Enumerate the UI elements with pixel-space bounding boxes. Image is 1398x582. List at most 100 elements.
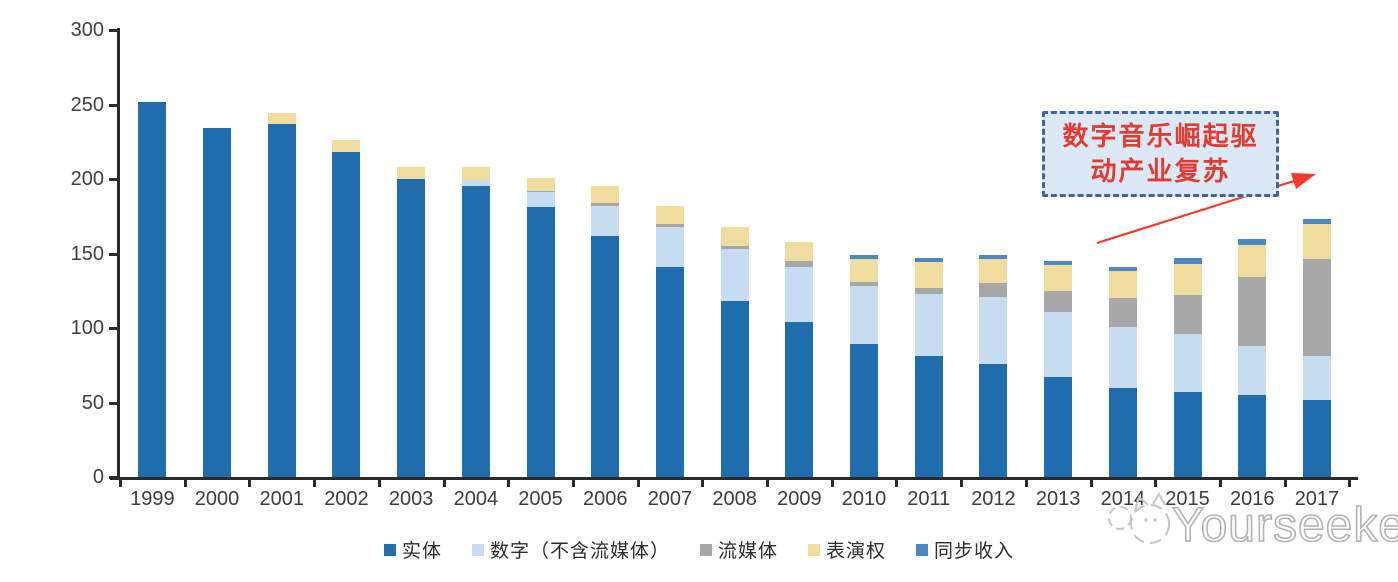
stacked-bar-2015 [1173,257,1202,477]
y-tick-mark [109,401,118,405]
x-category-label-2010: 2010 [841,488,887,510]
bar-segment-表演权 [461,167,490,181]
bar-segment-流媒体 [1302,259,1331,357]
legend-swatch [916,543,929,556]
x-tick-mark [442,479,446,487]
x-tick-mark [377,479,381,487]
x-tick-mark [248,479,252,487]
stacked-bar-1999 [138,101,167,477]
x-category-label-2012: 2012 [971,488,1016,510]
x-tick-mark [507,479,511,487]
y-tick-label: 300 [70,19,104,41]
bar-segment-同步收入 [850,254,879,260]
x-tick-mark [830,479,834,487]
bar-segment-实体 [850,344,879,477]
bar-segment-数字（不含流媒体） [591,205,620,236]
x-tick-mark [1089,479,1093,487]
bar-segment-数字（不含流媒体） [720,249,749,302]
x-tick-mark [183,479,187,487]
y-tick-label: 0 [92,466,104,488]
bar-segment-实体 [138,101,167,477]
x-category-label-2011: 2011 [907,488,951,510]
y-tick-mark [109,327,118,330]
stacked-bar-2013 [1044,260,1073,477]
legend-label: 数字（不含流媒体） [489,541,670,562]
stacked-bar-2010 [850,254,879,477]
x-tick-mark [1024,479,1028,487]
x-tick-mark [1218,479,1222,487]
bar-segment-实体 [267,123,296,477]
x-category-label-2008: 2008 [712,488,757,510]
bar-segment-表演权 [655,205,684,224]
bar-segment-同步收入 [914,257,943,263]
bar-segment-表演权 [1044,265,1073,291]
x-tick-mark [960,479,964,487]
bar-segment-流媒体 [526,190,555,193]
legend-item-同步收入: 同步收入 [916,536,1014,563]
legend-swatch [471,543,484,556]
bar-segment-实体 [914,356,943,477]
bar-segment-表演权 [267,113,296,124]
bar-segment-数字（不含流媒体） [1173,333,1202,393]
bar-segment-流媒体 [1108,298,1137,327]
x-tick-mark [571,479,575,487]
y-tick-mark [109,29,118,32]
bar-segment-数字（不含流媒体） [1302,356,1331,400]
x-tick-mark [895,479,899,487]
stacked-bar-2011 [914,257,943,477]
bar-segment-实体 [397,178,426,477]
stacked-bar-2012 [979,255,1008,477]
bar-segment-流媒体 [850,281,879,287]
bar-segment-实体 [655,266,684,477]
bar-segment-同步收入 [979,255,1008,260]
bar-segment-实体 [720,301,749,477]
legend-label: 实体 [401,541,442,562]
annotation-text-line1: 数字音乐崛起驱 [1062,122,1259,151]
legend-swatch [699,543,712,556]
bar-segment-表演权 [1302,223,1331,260]
x-category-label-2007: 2007 [647,488,693,510]
stacked-bar-2009 [785,241,814,477]
bar-segment-表演权 [1108,271,1137,299]
bar-segment-流媒体 [720,246,749,250]
y-tick-label: 150 [70,242,104,265]
bar-segment-实体 [526,207,555,477]
y-tick-label: 200 [70,168,104,190]
bar-segment-数字（不含流媒体） [1238,345,1267,396]
legend-swatch [383,543,396,556]
bar-segment-实体 [979,363,1008,477]
y-axis-line [117,28,120,479]
stacked-bar-2005 [526,177,555,477]
legend-swatch [808,543,820,556]
y-tick-mark [109,476,118,479]
bar-segment-表演权 [785,241,814,261]
x-tick-mark [119,479,122,487]
stacked-bar-2008 [720,226,749,477]
legend-item-数字（不含流媒体）: 数字（不含流媒体） [471,536,670,563]
x-category-label-2013: 2013 [1035,488,1081,510]
legend-item-实体: 实体 [383,536,442,563]
x-category-label-2017: 2017 [1294,488,1340,510]
stacked-bar-2016 [1238,238,1267,477]
bar-segment-表演权 [720,226,749,247]
y-tick-mark [109,178,118,181]
bar-segment-表演权 [979,259,1008,284]
bar-segment-数字（不含流媒体） [461,180,490,187]
bar-segment-实体 [1108,387,1137,477]
bar-segment-表演权 [1173,263,1202,296]
bar-segment-流媒体 [1173,295,1202,334]
bar-segment-数字（不含流媒体） [914,293,943,357]
legend-label: 同步收入 [934,541,1015,562]
bar-segment-流媒体 [914,287,943,294]
bar-segment-数字（不含流媒体） [850,286,879,345]
y-tick-label: 100 [70,317,104,339]
stacked-bar-2006 [591,186,620,477]
annotation-box: 数字音乐崛起驱 动产业复苏 [1042,111,1279,197]
bar-segment-实体 [1238,395,1267,477]
bar-segment-实体 [1302,399,1331,477]
bar-segment-实体 [332,152,361,477]
x-category-label-2003: 2003 [388,488,434,510]
bar-segment-表演权 [914,262,943,288]
bar-segment-流媒体 [1044,290,1073,312]
